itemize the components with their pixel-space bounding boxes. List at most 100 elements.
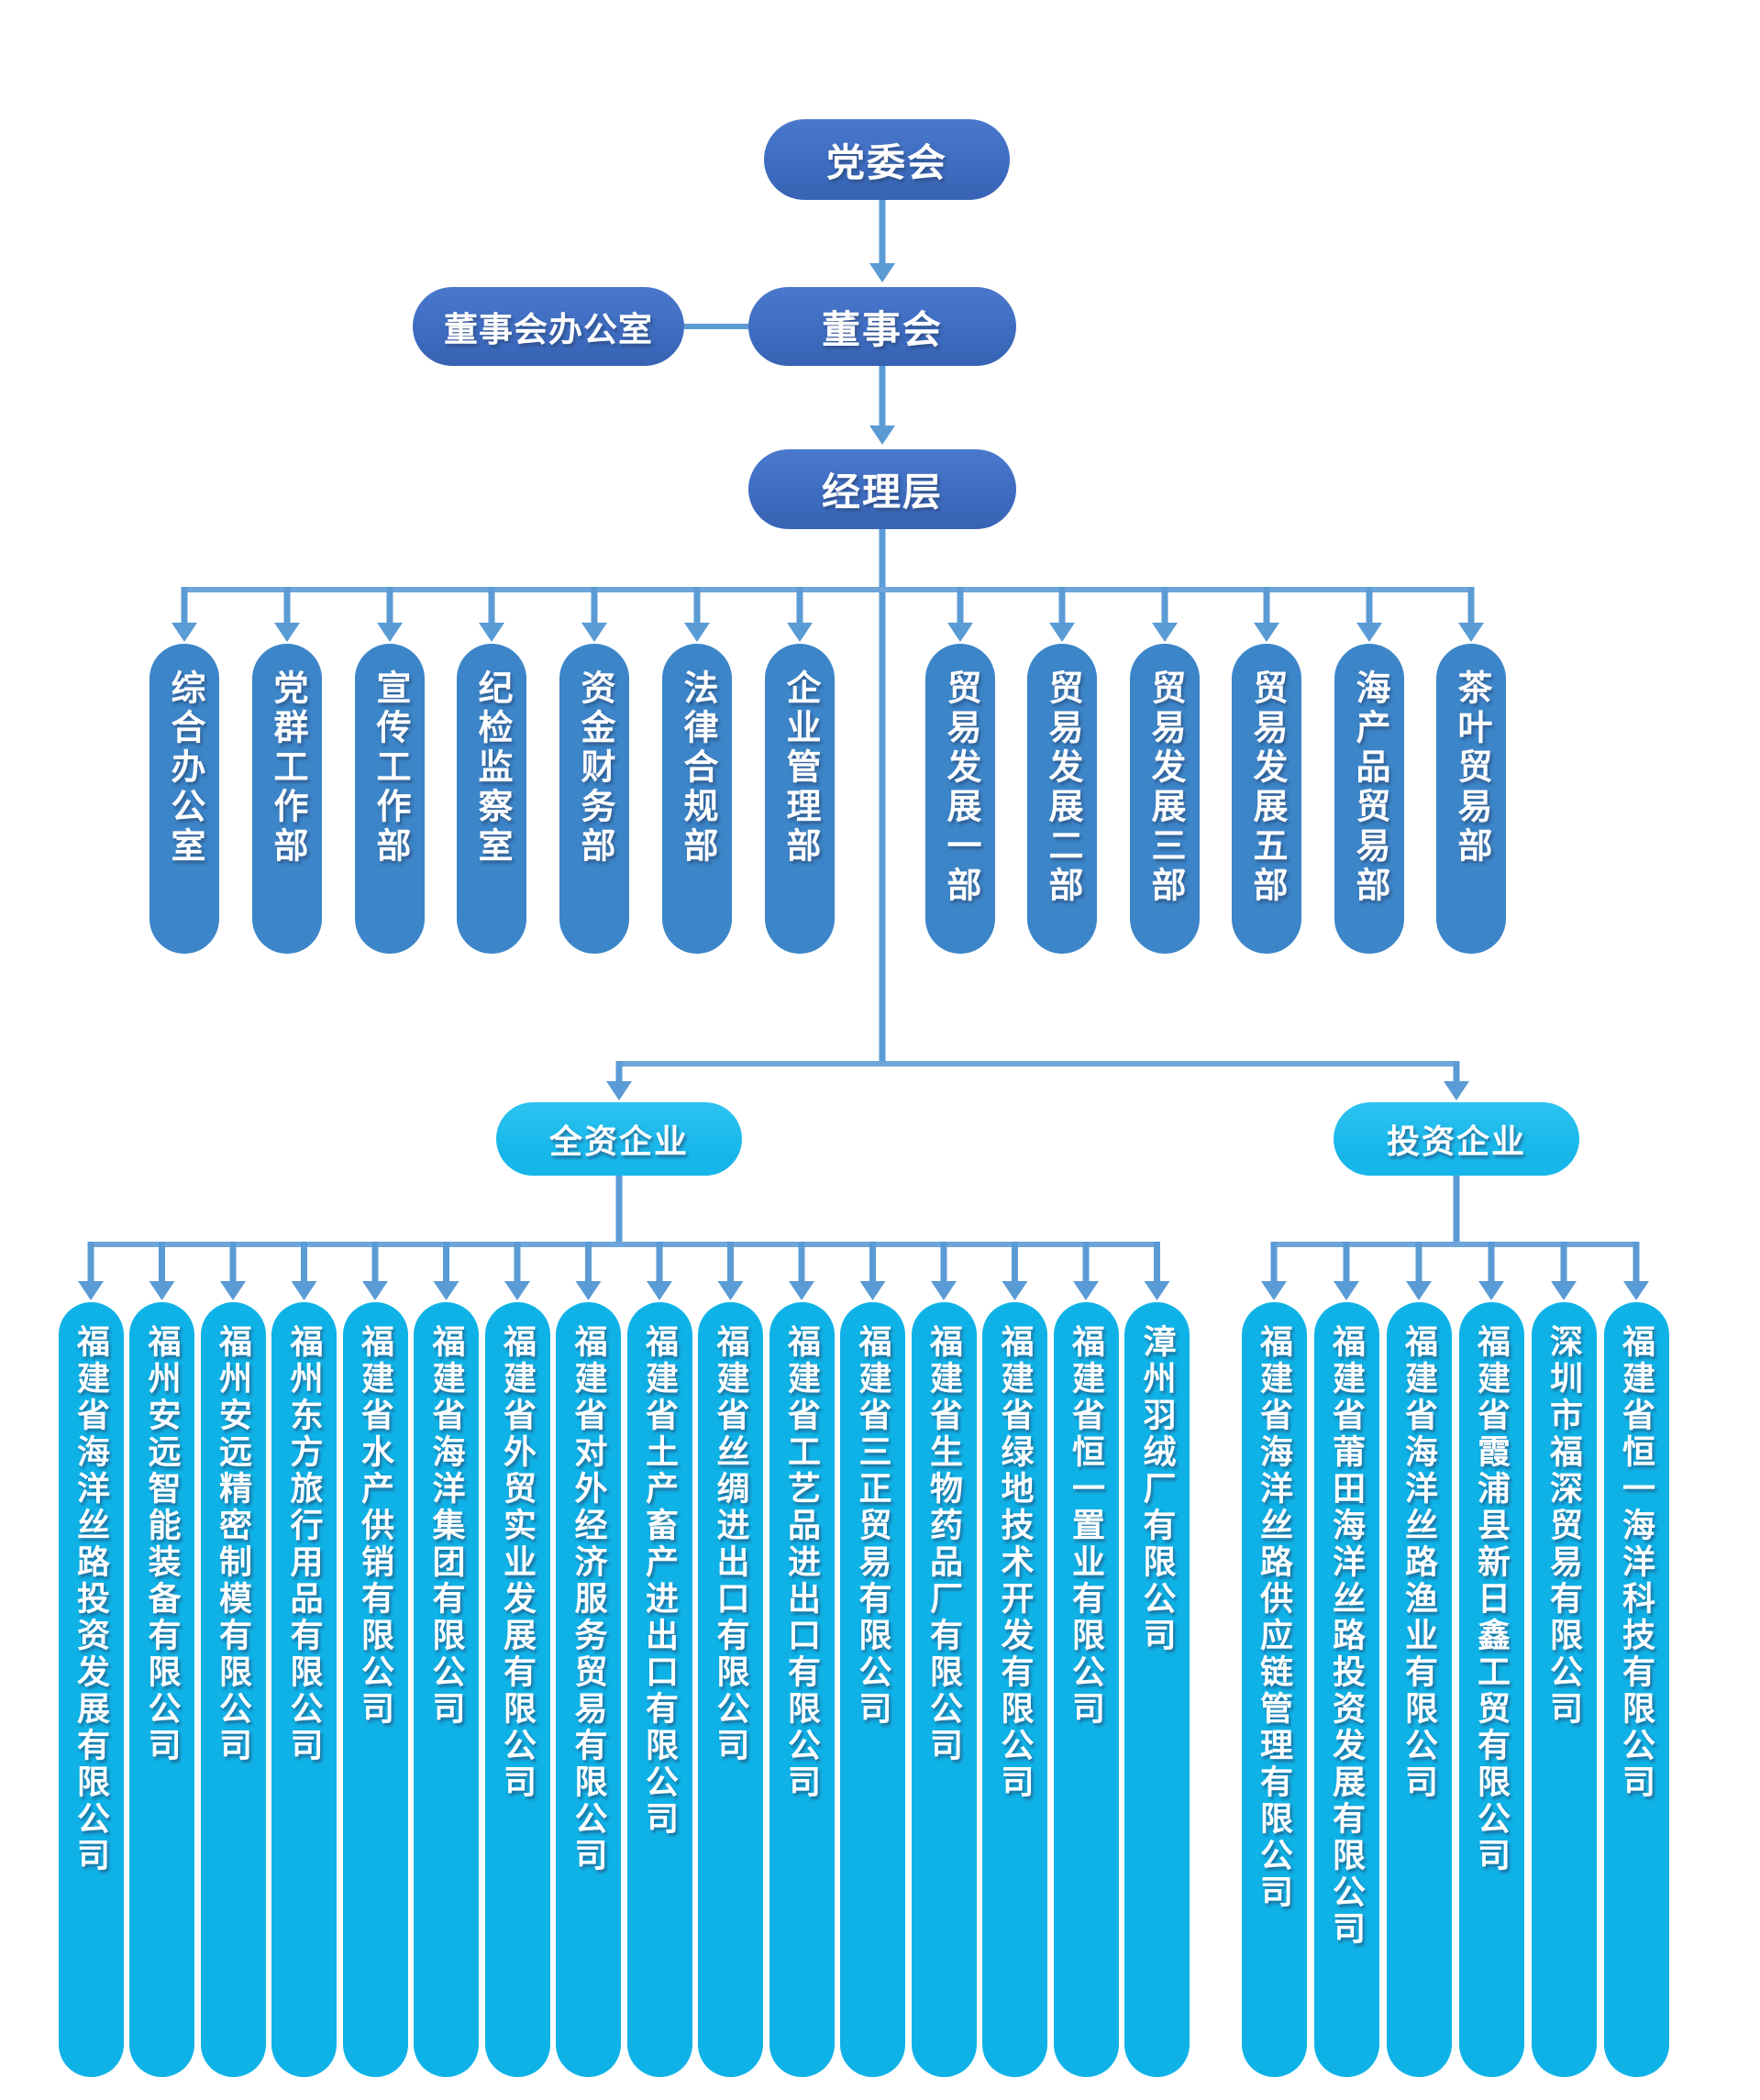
dept-node-label: 资金财务部	[575, 669, 614, 867]
node-investment-enterprises: 投资企业	[1334, 1102, 1579, 1176]
arrowhead-icon	[931, 1281, 957, 1300]
node-board: 董事会	[748, 287, 1016, 366]
dept-node-label: 茶叶贸易部	[1452, 669, 1490, 867]
dept-node-label: 法律合规部	[678, 669, 716, 867]
arrowhead-icon	[78, 1281, 104, 1300]
dept-node-label: 党群工作部	[268, 669, 306, 867]
company-node-label: 福州东方旅行用品有限公司	[285, 1324, 323, 1764]
arrowhead-icon	[789, 1281, 814, 1300]
company-node-label: 漳州羽绒厂有限公司	[1138, 1324, 1176, 1654]
company-node-label: 福州安远智能装备有限公司	[143, 1324, 181, 1764]
arrowhead-icon	[1406, 1281, 1432, 1300]
company-node-label: 福建省恒一置业有限公司	[1068, 1324, 1104, 1728]
arrowhead-icon	[1073, 1281, 1099, 1300]
arrowhead-icon	[1152, 623, 1178, 642]
node-management-label: 经理层	[821, 472, 943, 514]
company-node: 福建省海洋丝路渔业有限公司	[1386, 1302, 1452, 2077]
company-node: 福建省莆田海洋丝路投资发展有限公司	[1313, 1302, 1379, 2077]
arrowhead-icon	[362, 1281, 388, 1300]
arrowhead-icon	[149, 1281, 175, 1300]
node-board-office-label: 董事会办公室	[444, 312, 653, 349]
company-node: 福建省海洋丝路投资发展有限公司	[58, 1302, 124, 2077]
company-node-label: 福建省霞浦县新日鑫工贸有限公司	[1473, 1324, 1510, 1874]
arrowhead-icon	[869, 263, 895, 282]
arrowhead-icon	[1623, 1281, 1649, 1300]
dept-node-label: 海产品贸易部	[1350, 669, 1389, 906]
dept-node-label: 贸易发展一部	[941, 669, 980, 906]
arrowhead-icon	[433, 1281, 459, 1300]
dept-node: 党群工作部	[252, 644, 322, 954]
company-node: 福州东方旅行用品有限公司	[271, 1302, 337, 2077]
arrowhead-icon	[717, 1281, 744, 1300]
dept-node: 企业管理部	[765, 644, 835, 954]
company-node: 福州安远精密制模有限公司	[200, 1302, 266, 2077]
arrowhead-icon	[479, 623, 504, 642]
company-node-label: 福建省外贸实业发展有限公司	[499, 1324, 536, 1801]
company-node-label: 福建省对外经济服务贸易有限公司	[570, 1324, 607, 1874]
dept-node-label: 贸易发展五部	[1247, 669, 1286, 906]
company-node-label: 福建省土产畜产进出口有限公司	[641, 1324, 678, 1838]
company-node: 福建省恒一置业有限公司	[1053, 1302, 1119, 2077]
company-node: 福建省霞浦县新日鑫工贸有限公司	[1458, 1302, 1524, 2077]
company-node: 福建省工艺品进出口有限公司	[769, 1302, 835, 2077]
arrowhead-icon	[1356, 623, 1382, 642]
node-wholly-owned-enterprises-label: 全资企业	[548, 1123, 689, 1160]
company-node-label: 福建省海洋集团有限公司	[427, 1324, 465, 1728]
arrowhead-icon	[575, 1281, 602, 1300]
arrowhead-icon	[787, 623, 813, 642]
company-node: 福建省恒一海洋科技有限公司	[1603, 1302, 1669, 2077]
dept-node: 综合办公室	[149, 644, 219, 954]
company-node: 福建省外贸实业发展有限公司	[484, 1302, 550, 2077]
dept-node: 贸易发展二部	[1027, 644, 1097, 954]
company-node: 福建省丝绸进出口有限公司	[698, 1302, 763, 2077]
dept-node: 纪检监察室	[457, 644, 526, 954]
arrowhead-icon	[1478, 1281, 1504, 1300]
company-node-label: 福建省工艺品进出口有限公司	[783, 1324, 820, 1801]
company-node: 福建省水产供销有限公司	[342, 1302, 408, 2077]
arrowhead-icon	[1458, 623, 1484, 642]
dept-node: 法律合规部	[662, 644, 732, 954]
company-node-label: 福建省水产供销有限公司	[357, 1324, 393, 1728]
arrowhead-icon	[859, 1281, 886, 1300]
arrowhead-icon	[1144, 1281, 1170, 1300]
arrowhead-icon	[606, 1081, 632, 1100]
arrowhead-icon	[684, 623, 710, 642]
company-node: 福建省海洋丝路供应链管理有限公司	[1241, 1302, 1307, 2077]
dept-node: 宣传工作部	[355, 644, 425, 954]
arrowhead-icon	[377, 623, 403, 642]
node-board-office: 董事会办公室	[413, 287, 684, 366]
company-node-label: 福建省丝绸进出口有限公司	[712, 1324, 749, 1764]
dept-node-label: 宣传工作部	[371, 669, 409, 867]
arrowhead-icon	[291, 1281, 317, 1300]
company-node-label: 福建省海洋丝路渔业有限公司	[1400, 1324, 1437, 1801]
arrowhead-icon	[869, 426, 895, 445]
arrowhead-icon	[947, 623, 973, 642]
arrowhead-icon	[1049, 623, 1075, 642]
company-node-label: 福建省海洋丝路投资发展有限公司	[72, 1324, 109, 1874]
arrowhead-icon	[1254, 623, 1279, 642]
company-node: 福建省生物药品厂有限公司	[911, 1302, 977, 2077]
dept-node: 贸易发展五部	[1232, 644, 1301, 954]
dept-node: 贸易发展三部	[1130, 644, 1200, 954]
arrowhead-icon	[1444, 1081, 1469, 1100]
dept-node: 资金财务部	[559, 644, 629, 954]
arrowhead-icon	[274, 623, 300, 642]
node-board-label: 董事会	[821, 309, 943, 352]
arrowhead-icon	[647, 1281, 672, 1300]
company-node: 福州安远智能装备有限公司	[129, 1302, 194, 2077]
arrowhead-icon	[220, 1281, 246, 1300]
node-management: 经理层	[748, 449, 1016, 529]
company-node-label: 深圳市福深贸易有限公司	[1545, 1324, 1582, 1728]
dept-node-label: 综合办公室	[165, 669, 204, 867]
node-party-committee-label: 党委会	[825, 142, 947, 185]
arrowhead-icon	[1002, 1281, 1028, 1300]
company-node-label: 福建省绿地技术开发有限公司	[996, 1324, 1034, 1801]
node-investment-enterprises-label: 投资企业	[1386, 1123, 1526, 1160]
dept-node: 贸易发展一部	[925, 644, 995, 954]
arrowhead-icon	[172, 623, 197, 642]
arrowhead-icon	[504, 1281, 530, 1300]
company-node: 福建省海洋集团有限公司	[414, 1302, 479, 2077]
arrowhead-icon	[1334, 1281, 1359, 1300]
company-node-label: 福建省恒一海洋科技有限公司	[1618, 1324, 1655, 1801]
